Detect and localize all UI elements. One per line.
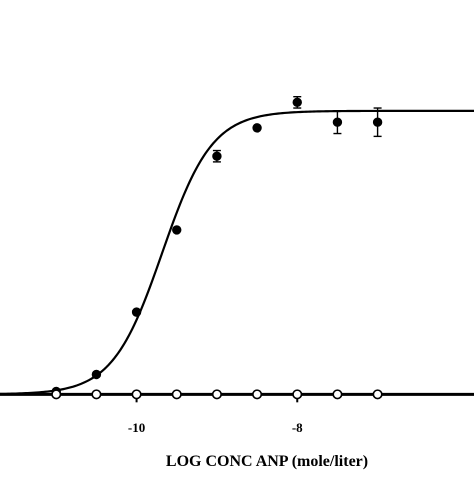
data-point-open	[252, 389, 263, 400]
fitted-curve-layer	[0, 109, 474, 396]
data-point-open	[171, 389, 182, 400]
x-axis	[0, 392, 474, 403]
data-point-open	[211, 389, 222, 400]
data-point-filled	[332, 117, 343, 127]
x-tick-label: -10	[128, 420, 145, 435]
data-point-filled	[91, 369, 102, 380]
data-point-filled	[372, 117, 383, 127]
data-point-filled	[252, 123, 262, 133]
data-point-filled	[131, 307, 142, 317]
x-axis-label: LOG CONC ANP (mole/liter)	[166, 453, 368, 470]
data-point-filled	[172, 225, 182, 235]
data-point-open	[51, 389, 62, 400]
data-point-filled	[292, 97, 302, 108]
data-point-filled	[212, 151, 222, 161]
x-tick-labels: -10 -8	[128, 420, 303, 435]
data-point-open	[131, 389, 142, 400]
data-points-layer	[51, 97, 383, 400]
fitted-curve	[0, 109, 474, 396]
data-point-open	[332, 389, 343, 400]
x-tick-label: -8	[292, 420, 303, 435]
data-point-open	[372, 389, 383, 400]
data-point-open	[91, 389, 102, 400]
data-point-open	[292, 389, 303, 400]
